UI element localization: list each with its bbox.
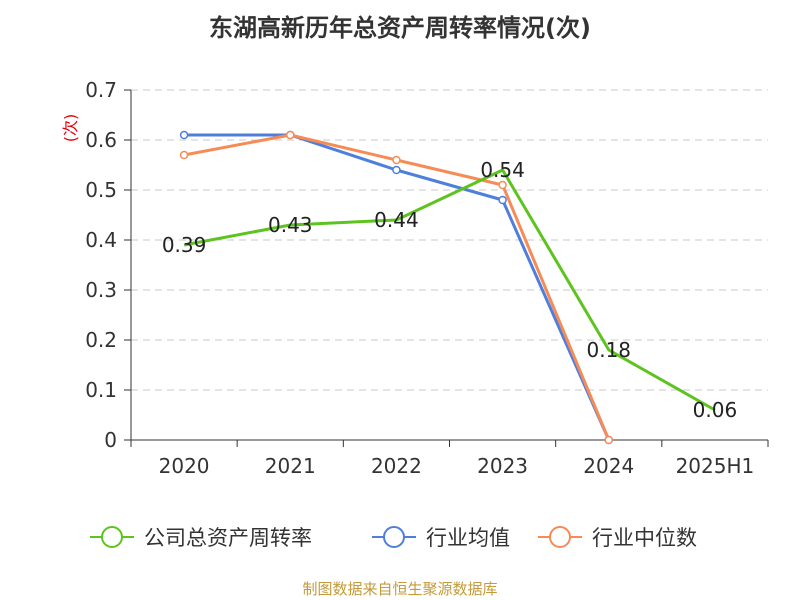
y-tick-label: 0.5 (85, 178, 117, 202)
axes (124, 89, 769, 447)
y-axis-label: (次) (61, 114, 80, 143)
series-point-2 (498, 180, 507, 190)
x-tick-label: 2024 (583, 454, 634, 478)
data-label: 0.44 (374, 208, 419, 232)
legend-marker-1 (383, 526, 405, 548)
series-point-2 (179, 150, 189, 160)
data-label: 0.39 (162, 233, 207, 257)
x-tick-label: 2022 (371, 454, 422, 478)
data-label: 0.06 (693, 398, 738, 422)
y-tick-label: 0 (104, 428, 117, 452)
series-point-1 (392, 165, 401, 175)
y-tick-label: 0.3 (85, 278, 117, 302)
y-tick-labels: 0 0.1 0.2 0.3 0.4 0.5 0.6 0.7 (85, 78, 117, 452)
legend-marker-2 (549, 526, 571, 548)
y-tick-label: 0.4 (85, 228, 117, 252)
data-label: 0.54 (480, 158, 525, 182)
data-label: 0.43 (268, 213, 313, 237)
grid-lines (131, 89, 768, 391)
source-note: 制图数据来自恒生聚源数据库 (302, 580, 497, 598)
x-tick-label: 2025H1 (676, 454, 755, 478)
x-tick-label: 2021 (265, 454, 316, 478)
series-point-1 (498, 195, 507, 205)
series-lines (179, 130, 716, 445)
legend-label-0: 公司总资产周转率 (144, 526, 312, 550)
x-tick-label: 2020 (159, 454, 210, 478)
legend-label-1: 行业均值 (426, 526, 510, 550)
legend-marker-0 (101, 526, 123, 548)
data-labels: 0.39 0.43 0.44 0.54 0.18 0.06 (162, 158, 737, 422)
series-line-0 (183, 168, 716, 412)
series-line-2 (183, 133, 611, 441)
x-tick-labels: 2020 2021 2022 2023 2024 2025H1 (159, 454, 755, 478)
series-point-2 (604, 435, 613, 445)
series-point-2 (286, 130, 295, 140)
legend: 公司总资产周转率 行业均值 行业中位数 (90, 526, 697, 550)
data-label: 0.18 (586, 338, 631, 362)
series-point-2 (392, 155, 401, 165)
chart-title: 东湖高新历年总资产周转率情况(次) (209, 14, 591, 42)
x-tick-label: 2023 (477, 454, 528, 478)
legend-label-2: 行业中位数 (592, 526, 697, 550)
y-tick-label: 0.2 (85, 328, 117, 352)
y-tick-label: 0.7 (85, 78, 117, 102)
y-tick-label: 0.1 (85, 378, 117, 402)
series-point-1 (179, 130, 189, 140)
y-tick-label: 0.6 (85, 128, 117, 152)
